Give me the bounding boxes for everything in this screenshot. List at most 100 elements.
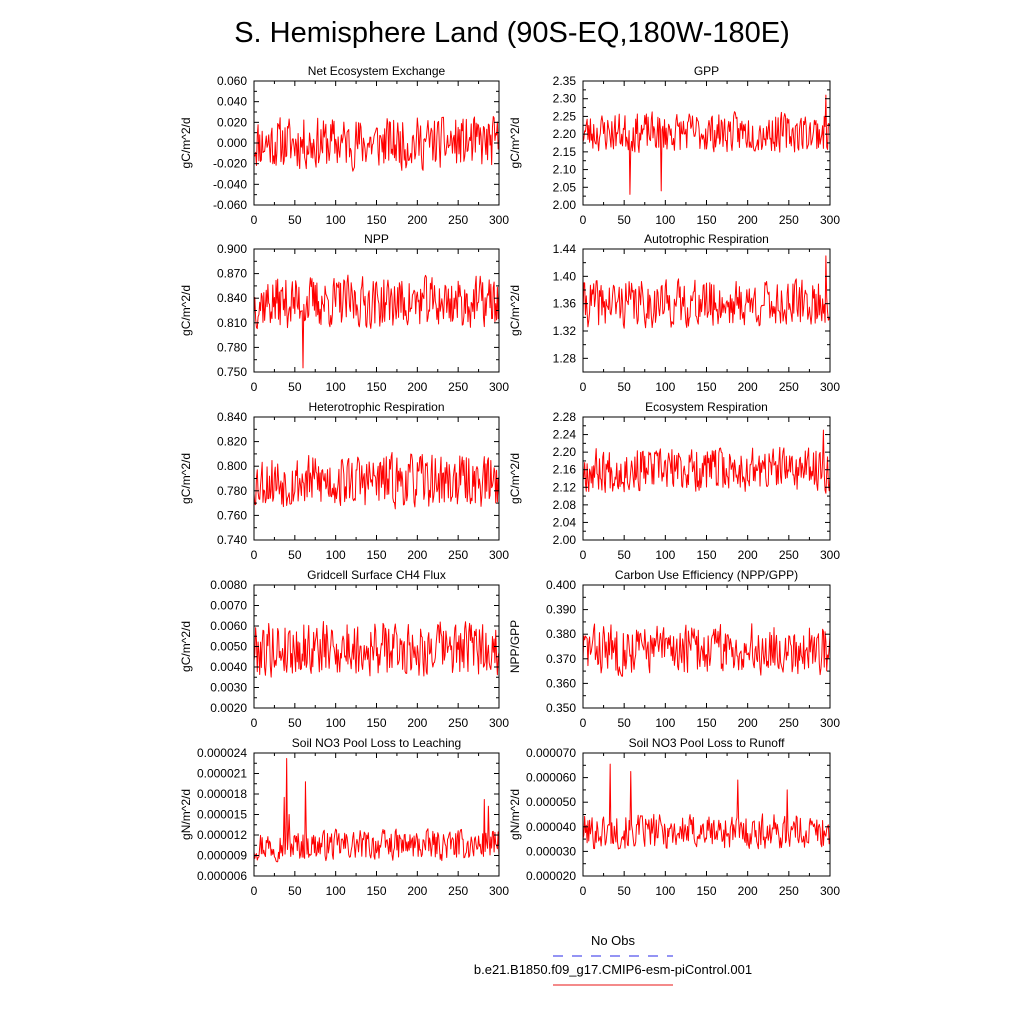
y-tick-label: 2.05 bbox=[553, 180, 577, 194]
x-tick-label: 300 bbox=[820, 884, 840, 898]
plot-frame bbox=[253, 416, 500, 541]
panel-9: Soil NO3 Pool Loss to Runoff gN/m^2/d 0 50 1… bbox=[508, 736, 840, 898]
x-tick-label: 0 bbox=[580, 884, 587, 898]
x-tick-label: 50 bbox=[288, 548, 302, 562]
y-tick-label: 0.900 bbox=[217, 242, 247, 256]
panel-title: Ecosystem Respiration bbox=[645, 400, 768, 414]
y-tick-label: 0.000030 bbox=[526, 844, 576, 858]
x-tick-label: 0 bbox=[580, 548, 587, 562]
panel-6: Gridcell Surface CH4 Flux gC/m^2/d 0 50 100 1… bbox=[179, 568, 509, 730]
x-tick-label: 150 bbox=[366, 548, 386, 562]
y-tick-label: 2.30 bbox=[553, 92, 577, 106]
x-tick-label: 150 bbox=[696, 884, 716, 898]
x-tick-label: 50 bbox=[288, 884, 302, 898]
x-tick-label: 0 bbox=[251, 884, 258, 898]
panel-title: Heterotrophic Respiration bbox=[308, 400, 444, 414]
x-tick-label: 250 bbox=[448, 548, 468, 562]
series-line bbox=[253, 452, 500, 510]
plot-frame bbox=[582, 584, 831, 709]
panel-title: Soil NO3 Pool Loss to Runoff bbox=[629, 736, 786, 750]
x-tick-label: 0 bbox=[251, 380, 258, 394]
y-tick-label: 0.0020 bbox=[210, 701, 247, 715]
x-tick-label: 150 bbox=[366, 213, 386, 227]
y-tick-label: 0.750 bbox=[217, 365, 247, 379]
y-tick-label: 0.000070 bbox=[526, 746, 576, 760]
x-tick-label: 0 bbox=[251, 716, 258, 730]
y-tick-label: 0.0050 bbox=[210, 640, 247, 654]
panel-title: NPP bbox=[364, 232, 389, 246]
y-tick-label: 0.820 bbox=[217, 435, 247, 449]
y-tick-label: 0.000020 bbox=[526, 869, 576, 883]
y-tick-label: 2.04 bbox=[553, 515, 577, 529]
x-tick-label: 100 bbox=[326, 716, 346, 730]
x-tick-label: 0 bbox=[251, 548, 258, 562]
y-axis-label: gN/m^2/d bbox=[508, 789, 522, 840]
y-tick-label: 2.08 bbox=[553, 498, 577, 512]
x-tick-label: 100 bbox=[655, 380, 675, 394]
x-tick-label: 200 bbox=[407, 548, 427, 562]
y-tick-label: 0.0070 bbox=[210, 599, 247, 613]
y-tick-label: 0.380 bbox=[546, 627, 576, 641]
y-tick-label: 0.000 bbox=[217, 136, 247, 150]
x-tick-label: 300 bbox=[489, 213, 509, 227]
y-tick-label: 1.40 bbox=[553, 269, 577, 283]
x-tick-label: 100 bbox=[655, 213, 675, 227]
panel-title: GPP bbox=[694, 64, 719, 78]
panel-title: Gridcell Surface CH4 Flux bbox=[307, 568, 446, 582]
y-tick-label: 0.060 bbox=[217, 74, 247, 88]
x-tick-label: 100 bbox=[326, 380, 346, 394]
y-tick-label: 0.000060 bbox=[526, 771, 576, 785]
x-tick-label: 300 bbox=[489, 380, 509, 394]
x-tick-label: 250 bbox=[448, 213, 468, 227]
series-line bbox=[253, 757, 500, 863]
x-tick-label: 250 bbox=[448, 716, 468, 730]
x-tick-label: 100 bbox=[326, 548, 346, 562]
x-tick-label: 150 bbox=[696, 548, 716, 562]
x-tick-label: 50 bbox=[617, 213, 631, 227]
x-tick-label: 50 bbox=[288, 380, 302, 394]
y-tick-label: 0.390 bbox=[546, 603, 576, 617]
x-tick-label: 300 bbox=[489, 884, 509, 898]
x-tick-label: 50 bbox=[288, 213, 302, 227]
y-axis-label: gC/m^2/d bbox=[179, 118, 193, 169]
y-axis-label: gN/m^2/d bbox=[179, 789, 193, 840]
y-tick-label: 0.350 bbox=[546, 701, 576, 715]
y-tick-label: 0.0080 bbox=[210, 578, 247, 592]
x-tick-label: 150 bbox=[696, 380, 716, 394]
x-tick-label: 250 bbox=[448, 884, 468, 898]
y-tick-label: 1.44 bbox=[553, 242, 577, 256]
y-tick-label: 2.20 bbox=[553, 445, 577, 459]
x-tick-label: 200 bbox=[407, 716, 427, 730]
y-tick-label: 0.760 bbox=[217, 508, 247, 522]
y-tick-label: 0.370 bbox=[546, 652, 576, 666]
panel-4: Heterotrophic Respiration gC/m^2/d 0 50 100 1… bbox=[179, 400, 509, 562]
series-line bbox=[253, 621, 500, 678]
y-tick-label: 0.810 bbox=[217, 316, 247, 330]
y-tick-label: 0.0060 bbox=[210, 619, 247, 633]
y-axis-label: gC/m^2/d bbox=[179, 285, 193, 336]
y-tick-label: 0.400 bbox=[546, 578, 576, 592]
series-line bbox=[582, 623, 831, 677]
y-tick-label: 2.00 bbox=[553, 198, 577, 212]
plot-frame bbox=[582, 752, 831, 877]
panels: Net Ecosystem Exchange gC/m^2/d 0 50 100 150 2… bbox=[179, 64, 840, 898]
figure-title: S. Hemisphere Land (90S-EQ,180W-180E) bbox=[234, 17, 790, 49]
panel-2: NPP gC/m^2/d 0 50 100 150 200 250 300 0.750 0.780 0… bbox=[179, 232, 509, 394]
panel-1: GPP gC/m^2/d 0 50 100 150 200 250 300 2.00 2.05 2.1… bbox=[508, 64, 840, 227]
legend-label-obs: No Obs bbox=[591, 933, 636, 948]
x-tick-label: 0 bbox=[580, 380, 587, 394]
series-line bbox=[582, 255, 831, 329]
legend-label-model: b.e21.B1850.f09_g17.CMIP6-esm-piControl.… bbox=[474, 962, 752, 977]
y-tick-label: 0.840 bbox=[217, 291, 247, 305]
series-line bbox=[582, 429, 831, 494]
y-tick-label: 0.360 bbox=[546, 676, 576, 690]
y-tick-label: 0.000015 bbox=[197, 808, 247, 822]
y-tick-label: 0.780 bbox=[217, 340, 247, 354]
x-tick-label: 200 bbox=[738, 716, 758, 730]
y-axis-label: gC/m^2/d bbox=[508, 453, 522, 504]
x-tick-label: 200 bbox=[407, 213, 427, 227]
y-tick-label: 2.12 bbox=[553, 480, 577, 494]
x-tick-label: 250 bbox=[779, 380, 799, 394]
